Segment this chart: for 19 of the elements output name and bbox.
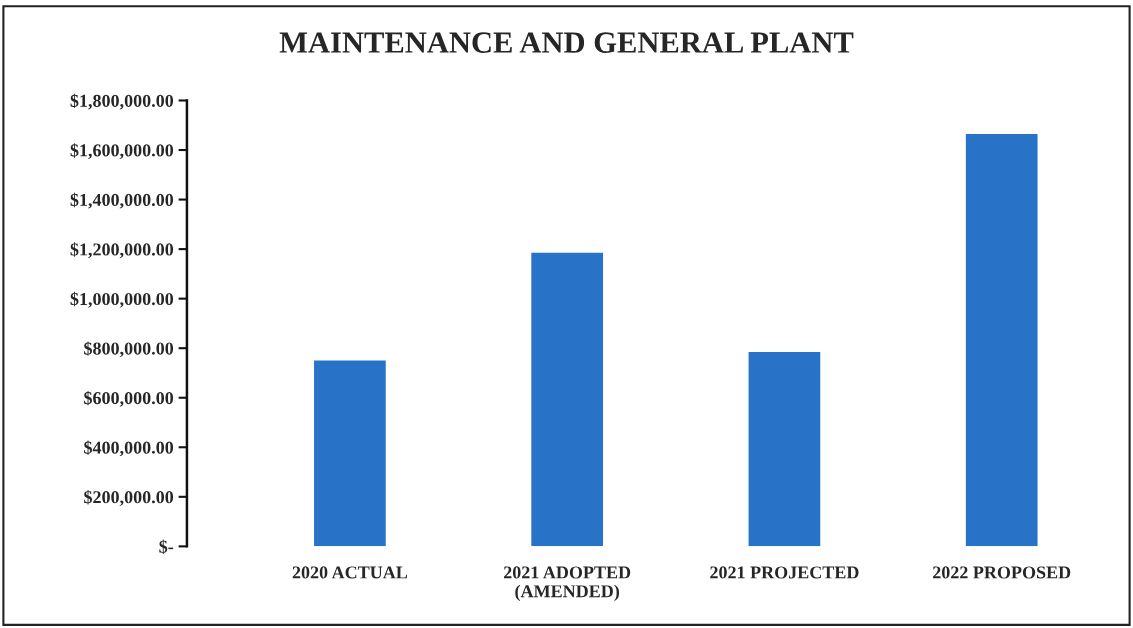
chart-title: MAINTENANCE AND GENERAL PLANT xyxy=(279,32,854,53)
x-tick-label: 2021 PROJECTED xyxy=(710,566,859,579)
bar xyxy=(748,351,821,547)
x-tick-label: 2021 ADOPTED (AMENDED) xyxy=(503,566,631,602)
y-tick-label: $1,000,000.00 xyxy=(70,291,174,308)
y-tick-label: $200,000.00 xyxy=(84,490,174,506)
y-tick-label: $800,000.00 xyxy=(84,341,174,358)
bar xyxy=(531,252,604,547)
y-tick-label: $1,800,000.00 xyxy=(70,93,174,110)
y-tick-label: $400,000.00 xyxy=(84,440,174,457)
y-tick-label: $1,400,000.00 xyxy=(70,192,174,209)
bar xyxy=(314,360,386,547)
x-tick-label: 2022 PROPOSED xyxy=(933,566,1071,579)
bar xyxy=(965,133,1038,547)
y-tick-label: $1,600,000.00 xyxy=(70,143,174,160)
x-tick-label: 2020 ACTUAL xyxy=(292,566,408,579)
y-tick-label: $- xyxy=(159,539,174,554)
y-tick-label: $600,000.00 xyxy=(84,390,174,407)
y-tick-label: $1,200,000.00 xyxy=(70,242,174,259)
